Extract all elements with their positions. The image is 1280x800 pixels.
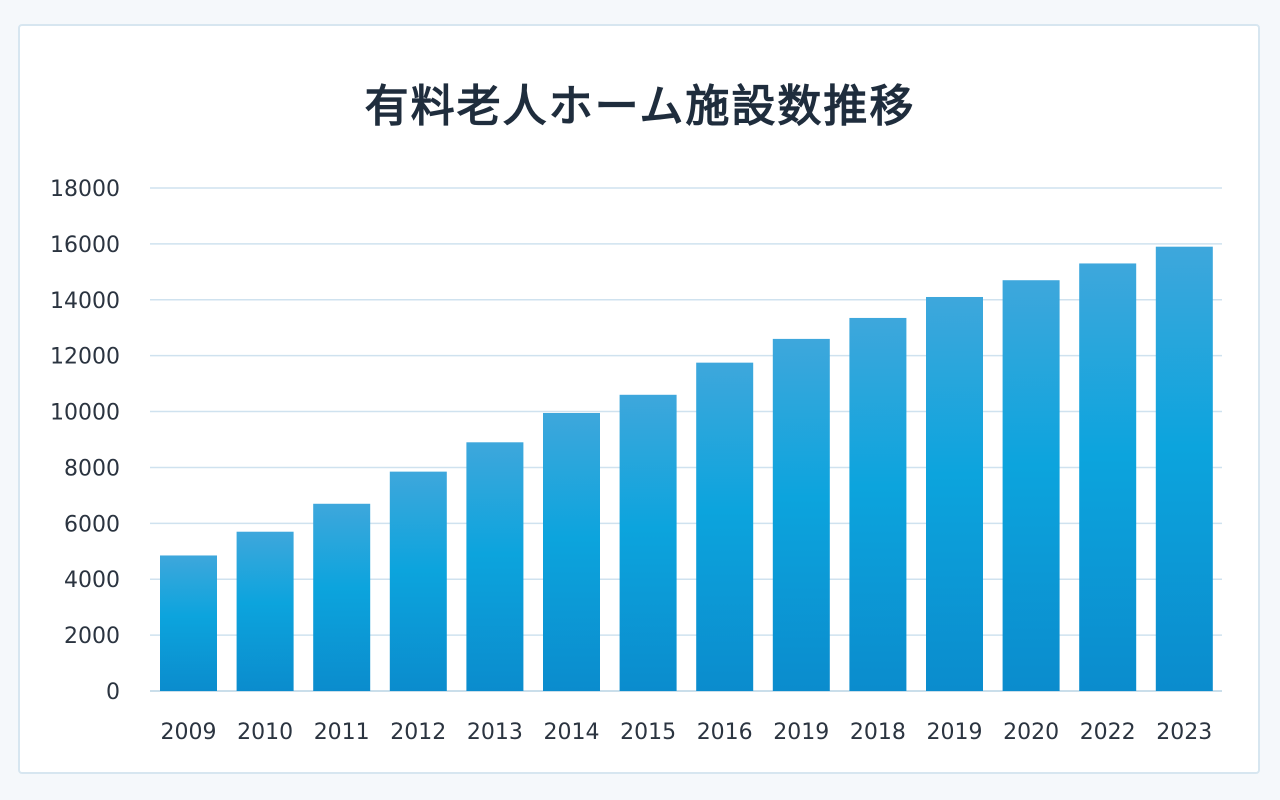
bar-2010: [236, 531, 294, 691]
y-tick-label: 14000: [50, 289, 120, 314]
bars: [160, 246, 1213, 691]
bar-2014: [543, 412, 600, 691]
y-tick-label: 4000: [64, 568, 120, 593]
y-tick-label: 2000: [64, 624, 120, 649]
x-tick-label: 2023: [1156, 720, 1212, 745]
bar-2019: [926, 296, 983, 691]
x-tick-label: 2012: [390, 720, 446, 745]
bar-2022: [1079, 263, 1137, 691]
x-tick-label: 2009: [161, 720, 217, 745]
y-tick-label: 18000: [50, 177, 120, 202]
x-tick-label: 2016: [697, 720, 753, 745]
y-axis-ticks: 0 2000 4000 6000 8000 10000 12000 14000 16000 180…: [50, 177, 120, 705]
y-tick-label: 8000: [64, 456, 120, 481]
x-tick-label: 2019: [927, 720, 983, 745]
bar-2019: [772, 338, 830, 691]
grid-lines: [150, 187, 1222, 692]
bar-2016: [696, 362, 754, 691]
chart-title: 有料老人ホーム施設数推移: [364, 81, 916, 132]
x-tick-label: 2020: [1003, 720, 1059, 745]
x-tick-label: 2013: [467, 720, 523, 745]
bar-2009: [160, 555, 217, 691]
x-tick-label: 2015: [620, 720, 676, 745]
bar-2013: [466, 442, 524, 691]
y-tick-label: 12000: [50, 345, 120, 370]
x-tick-label: 2022: [1080, 720, 1136, 745]
bar-2011: [313, 503, 371, 691]
y-tick-label: 6000: [64, 512, 120, 537]
x-tick-label: 2018: [850, 720, 906, 745]
y-tick-label: 0: [106, 680, 120, 705]
x-axis-ticks: 2009 2010 2011 2012 2013 2014 2015 2016 2019 2018…: [161, 720, 1213, 745]
bar-2020: [1002, 280, 1060, 691]
y-tick-label: 16000: [50, 233, 120, 258]
x-tick-label: 2019: [773, 720, 829, 745]
bar-2012: [389, 471, 447, 691]
x-tick-label: 2011: [314, 720, 370, 745]
x-tick-label: 2010: [237, 720, 293, 745]
bar-2015: [619, 394, 677, 691]
y-tick-label: 10000: [50, 401, 120, 426]
bar-2018: [849, 317, 907, 691]
x-tick-label: 2014: [544, 720, 600, 745]
bar-2023: [1155, 246, 1213, 691]
